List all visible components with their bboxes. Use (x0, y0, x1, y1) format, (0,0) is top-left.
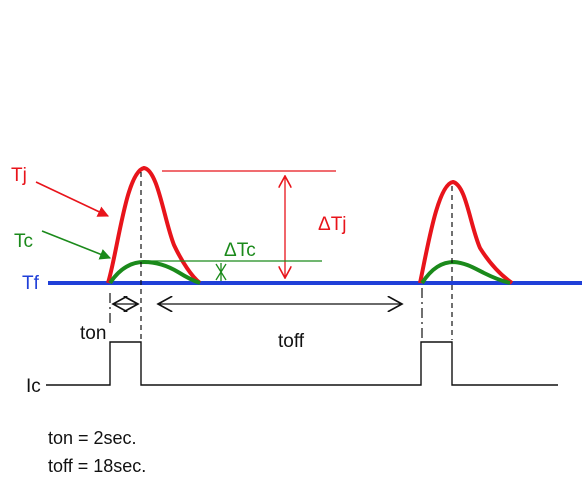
tf-label: Tf (22, 273, 40, 294)
delta-tc-label: ΔTc (224, 240, 256, 261)
delta-tj-label: ΔTj (318, 214, 347, 235)
tc-pulse-2 (420, 260, 511, 285)
tc-pulse-1 (108, 260, 201, 285)
tc-label: Tc (14, 231, 33, 252)
ic-trace (46, 341, 558, 386)
ton-label: ton (80, 323, 106, 344)
tc-pointer-arrow (41, 230, 112, 260)
toff-label: toff (278, 331, 305, 352)
tj-pulse-2 (418, 180, 514, 285)
tj-pulse-1 (106, 166, 202, 285)
ton-note: ton = 2sec. (48, 428, 137, 448)
toff-note: toff = 18sec. (48, 456, 147, 476)
tj-label: Tj (11, 165, 27, 186)
ic-label: Ic (26, 376, 41, 397)
tj-pointer-arrow (35, 181, 110, 217)
